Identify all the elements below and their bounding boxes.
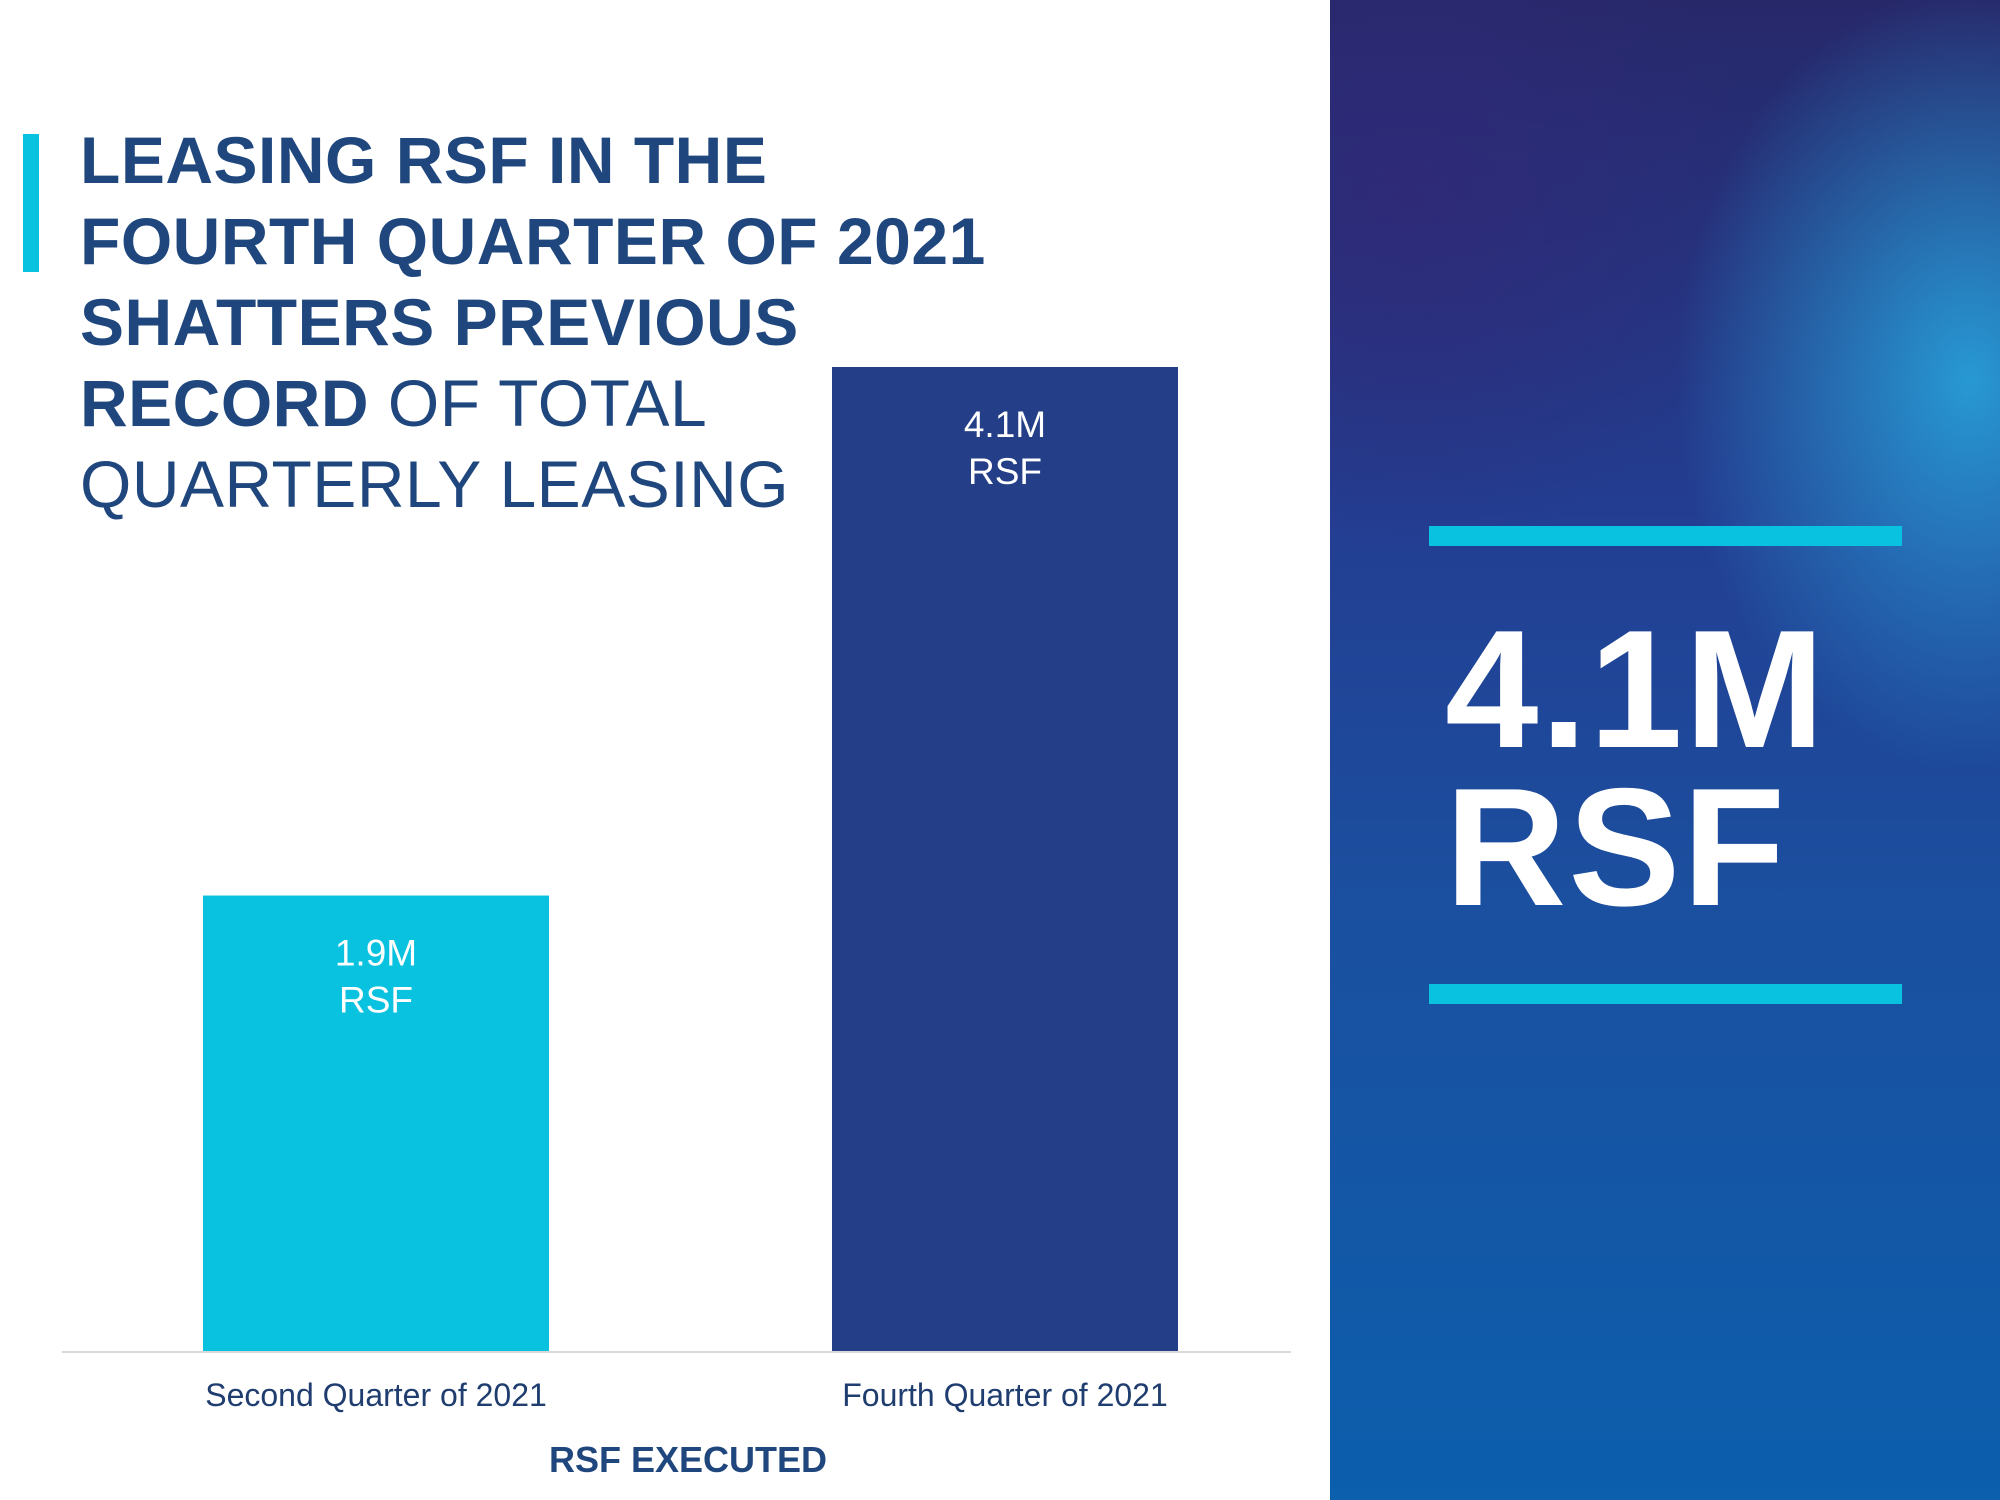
- bar-chart: 1.9M RSF Second Quarter of 2021 4.1M RSF Four…: [62, 367, 1291, 1480]
- headline-value: 4.1M: [1445, 595, 1827, 783]
- bar-2-data-label-line-1: 4.1M: [964, 404, 1046, 445]
- title-line-3: SHATTERS PREVIOUS: [80, 285, 799, 359]
- title-line-1: LEASING RSF IN THE: [80, 123, 768, 197]
- headline-unit: RSF: [1445, 753, 1787, 941]
- title-accent-bar: [23, 134, 39, 272]
- title-line-4-bold: RECORD: [80, 366, 370, 440]
- page-title: LEASING RSF IN THE FOURTH QUARTER OF 202…: [80, 120, 1060, 525]
- headline-stat: 4.1M RSF: [1445, 595, 1827, 941]
- bar-1-data-label-line-1: 1.9M: [335, 933, 417, 974]
- highlight-panel: 4.1M RSF: [1330, 0, 2000, 1500]
- highlight-rule-bottom: [1429, 984, 1902, 1004]
- highlight-rule-top: [1429, 526, 1902, 546]
- bar-2: [832, 367, 1178, 1352]
- bar-2-data-label-line-2: RSF: [968, 451, 1042, 492]
- x-axis-title: RSF EXECUTED: [549, 1439, 827, 1480]
- chart-panel: LEASING RSF IN THE FOURTH QUARTER OF 202…: [23, 120, 1291, 1480]
- category-label-2: Fourth Quarter of 2021: [842, 1377, 1168, 1413]
- title-line-2: FOURTH QUARTER OF 2021: [80, 204, 986, 278]
- bar-1-data-label-line-2: RSF: [339, 980, 413, 1021]
- bar-1: [203, 895, 549, 1352]
- title-line-4-rest: OF TOTAL: [369, 366, 708, 440]
- category-label-1: Second Quarter of 2021: [205, 1377, 547, 1413]
- title-line-5: QUARTERLY LEASING: [80, 447, 790, 521]
